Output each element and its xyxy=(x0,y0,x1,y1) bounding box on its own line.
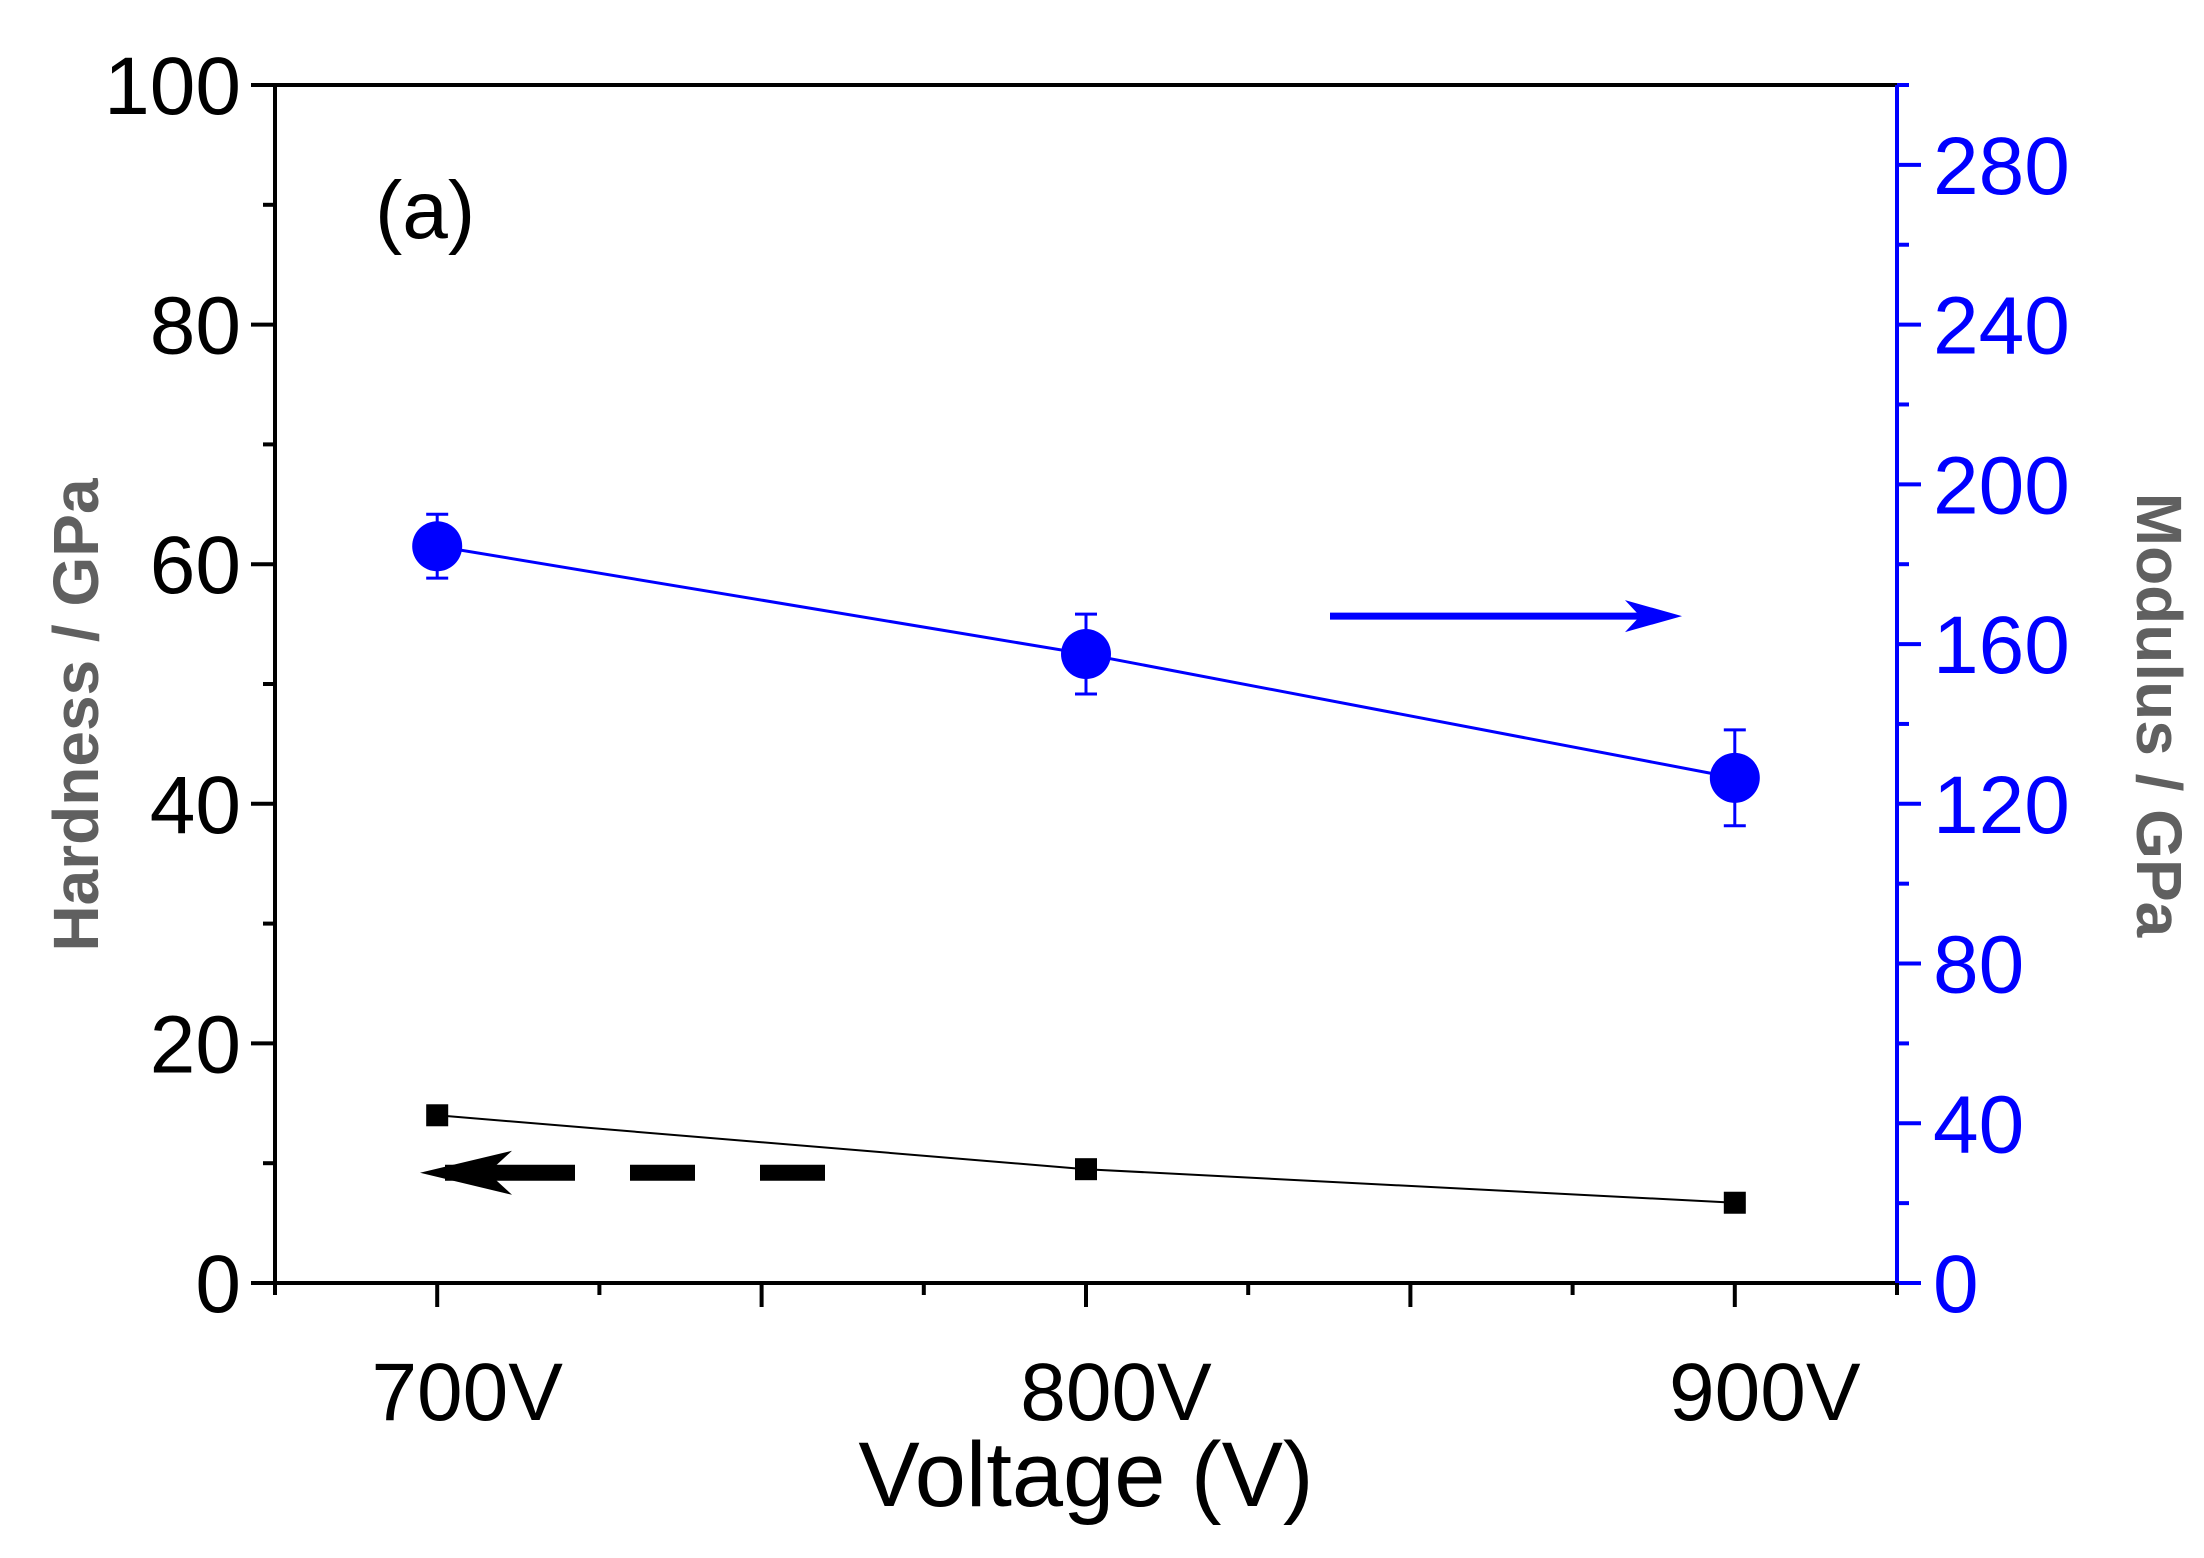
x-tick-label: 800V xyxy=(1020,1347,1212,1438)
data-point-circle xyxy=(412,521,463,572)
x-tick-label: 900V xyxy=(1669,1347,1861,1438)
right-tick-label: 200 xyxy=(1933,440,2070,531)
data-point-square xyxy=(426,1104,449,1127)
right-tick-label: 280 xyxy=(1933,121,2070,212)
bottom-axis-ticks: 700V 800V 900V xyxy=(273,1283,1899,1438)
series-layer xyxy=(412,512,1760,1214)
right-axis-title: Modulus / GPa xyxy=(2123,493,2195,938)
hardness-series xyxy=(426,1104,1746,1214)
left-tick-label: 60 xyxy=(150,520,241,611)
right-axis-ticks: 0 40 80 120 160 200 240 280 xyxy=(1897,83,2070,1330)
data-point-circle xyxy=(1709,752,1760,803)
data-point-square xyxy=(1723,1191,1746,1214)
data-point-circle xyxy=(1061,629,1111,680)
modulus-arrow-head xyxy=(1625,600,1682,633)
x-tick-label: 700V xyxy=(371,1347,563,1438)
axis-indicator-arrows xyxy=(420,600,1682,1195)
data-point-square xyxy=(1075,1158,1097,1181)
panel-label: (a) xyxy=(375,165,475,256)
right-tick-label: 120 xyxy=(1933,760,2070,851)
right-tick-label: 160 xyxy=(1933,600,2070,691)
left-tick-label: 40 xyxy=(150,760,241,851)
right-tick-label: 240 xyxy=(1933,281,2070,372)
left-tick-label: 0 xyxy=(195,1239,241,1330)
right-tick-label: 80 xyxy=(1933,920,2024,1011)
left-axis-title: Hardness / GPa xyxy=(40,478,112,952)
left-tick-label: 20 xyxy=(150,999,241,1090)
left-axis-ticks: 0 20 40 60 80 100 xyxy=(104,41,275,1330)
right-tick-label: 0 xyxy=(1933,1239,1979,1330)
hardness-arrow-head xyxy=(420,1150,512,1195)
right-tick-label: 40 xyxy=(1933,1079,2024,1170)
left-tick-label: 80 xyxy=(150,281,241,372)
x-axis-title: Voltage (V) xyxy=(858,1424,1313,1526)
modulus-series xyxy=(412,512,1760,828)
left-tick-label: 100 xyxy=(104,41,241,132)
